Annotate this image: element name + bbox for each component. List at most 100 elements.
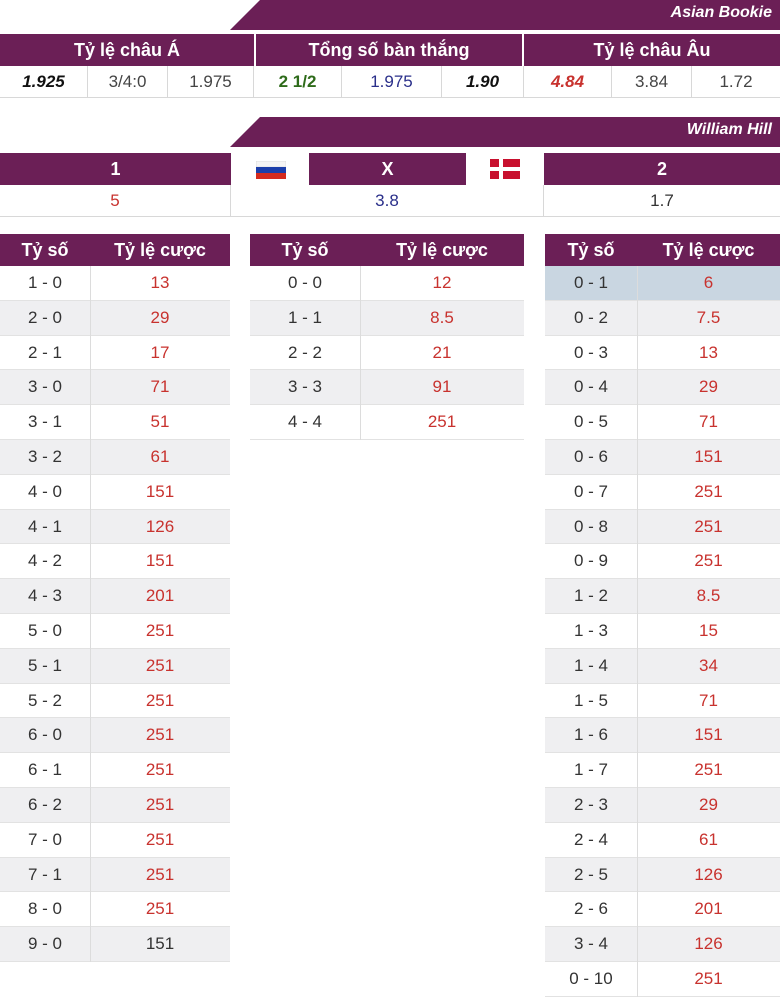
score-cell: 0 - 0 <box>287 273 323 292</box>
asian-values-row: 1.925 3/4:0 1.975 2 1/2 1.975 1.90 4.84 … <box>0 66 780 98</box>
cell-divider <box>637 335 638 371</box>
william-hill-banner: William Hill <box>0 117 780 147</box>
asian-bookie-title: Asian Bookie <box>670 4 772 21</box>
cell-divider <box>360 370 361 406</box>
score-cell: 0 - 10 <box>569 968 613 988</box>
score-cell: 2 - 4 <box>573 829 609 849</box>
cell-divider <box>360 335 361 371</box>
cell-divider <box>90 718 91 754</box>
score-cell: 2 - 3 <box>573 794 609 814</box>
score-column-header: Tỷ số <box>281 240 329 260</box>
cell-divider <box>637 613 638 649</box>
odds-cell: 15 <box>699 620 718 640</box>
cell-divider <box>637 300 638 336</box>
odds-cell: 251 <box>145 760 175 780</box>
cell-divider <box>90 822 91 858</box>
table-row: 5 - 2 251 <box>0 683 230 719</box>
cell-divider <box>637 544 638 580</box>
table-row: 4 - 3 201 <box>0 579 230 614</box>
table-row: 6 - 2 251 <box>0 787 230 823</box>
table-row: 3 - 0 71 <box>0 370 230 406</box>
asian-handicap-home: 1.925 <box>0 66 88 98</box>
cell-divider <box>360 405 361 440</box>
cell-divider <box>90 544 91 580</box>
score-cell: 3 - 1 <box>27 412 63 432</box>
score-cell: 0 - 7 <box>573 481 609 501</box>
table-row: 0 - 3 13 <box>545 335 780 371</box>
cell-divider <box>90 266 91 301</box>
cell-divider <box>637 822 638 858</box>
draw-table-header: Tỷ số Tỷ lệ cược <box>250 234 524 266</box>
table-row: 1 - 2 8.5 <box>545 579 780 614</box>
score-cell: 0 - 9 <box>573 551 609 571</box>
table-row: 6 - 1 251 <box>0 753 230 788</box>
odds-cell: 126 <box>694 934 723 954</box>
score-cell: 5 - 0 <box>27 620 63 640</box>
score-cell: 8 - 0 <box>27 899 63 919</box>
score-cell: 1 - 3 <box>573 620 609 640</box>
score-cell: 5 - 1 <box>27 655 63 675</box>
table-row: 0 - 7 251 <box>545 474 780 510</box>
denmark-flag-icon <box>490 159 520 179</box>
asian-bookie-banner: Asian Bookie <box>0 0 780 30</box>
cell-divider <box>90 509 91 545</box>
european-draw: 3.84 <box>612 66 692 98</box>
cell-divider <box>637 266 638 301</box>
asian-handicap-header: Tỷ lệ châu Á <box>73 40 181 60</box>
odds-cell: 61 <box>150 446 170 466</box>
away-win-header: 2 <box>656 159 667 179</box>
score-cell: 6 - 2 <box>27 794 63 814</box>
odds-cell: 29 <box>699 377 718 397</box>
score-cell: 4 - 0 <box>27 481 63 501</box>
cell-divider <box>637 648 638 684</box>
score-cell: 0 - 4 <box>573 377 609 397</box>
total-goals-under: 1.90 <box>442 66 524 98</box>
table-row: 0 - 4 29 <box>545 370 780 406</box>
score-cell: 4 - 1 <box>27 516 63 536</box>
cell-divider <box>637 370 638 406</box>
odds-cell: 251 <box>694 968 723 988</box>
total-goals-line: 2 1/2 <box>254 66 342 98</box>
odds-column-header: Tỷ lệ cược <box>396 240 488 260</box>
odds-cell: 71 <box>699 690 718 710</box>
cell-divider <box>637 927 638 962</box>
cell-divider <box>90 648 91 684</box>
table-row: 2 - 0 29 <box>0 300 230 336</box>
cell-divider <box>637 405 638 440</box>
table-row: 2 - 1 17 <box>0 335 230 371</box>
cell-divider <box>90 370 91 406</box>
cell-divider <box>637 857 638 893</box>
table-row: 7 - 1 251 <box>0 857 230 893</box>
total-goals-header: Tổng số bàn thắng <box>308 40 470 60</box>
score-cell: 5 - 2 <box>27 690 63 710</box>
table-row: 1 - 4 34 <box>545 648 780 684</box>
score-column-header: Tỷ số <box>21 240 69 260</box>
table-row: 1 - 3 15 <box>545 613 780 649</box>
table-row: 2 - 4 61 <box>545 822 780 858</box>
cell-divider <box>90 439 91 475</box>
table-row: 3 - 4 126 <box>545 927 780 962</box>
table-row: 0 - 10 251 <box>545 961 780 997</box>
cell-divider <box>90 579 91 614</box>
odds-cell: 251 <box>694 760 723 780</box>
header-divider <box>254 34 256 66</box>
odds-cell: 251 <box>145 864 175 884</box>
odds-cell: 251 <box>694 516 723 536</box>
table-row: 1 - 6 151 <box>545 718 780 754</box>
score-cell: 6 - 1 <box>27 760 63 780</box>
home-score-table: Tỷ số Tỷ lệ cược 1 - 0 13 2 - 0 29 2 - 1 17 3 … <box>0 234 230 962</box>
odds-cell: 251 <box>427 412 457 432</box>
table-row: 6 - 0 251 <box>0 718 230 754</box>
table-row: 0 - 9 251 <box>545 544 780 580</box>
denmark-flag-box <box>466 153 544 185</box>
score-cell: 0 - 3 <box>573 342 609 362</box>
odds-cell: 51 <box>150 412 170 432</box>
score-cell: 7 - 1 <box>27 864 63 884</box>
russia-flag-box <box>231 153 309 185</box>
score-cell: 7 - 0 <box>27 829 63 849</box>
table-row: 2 - 3 29 <box>545 787 780 823</box>
cell-divider <box>90 405 91 440</box>
cell-divider <box>90 474 91 510</box>
odds-cell: 61 <box>699 829 718 849</box>
